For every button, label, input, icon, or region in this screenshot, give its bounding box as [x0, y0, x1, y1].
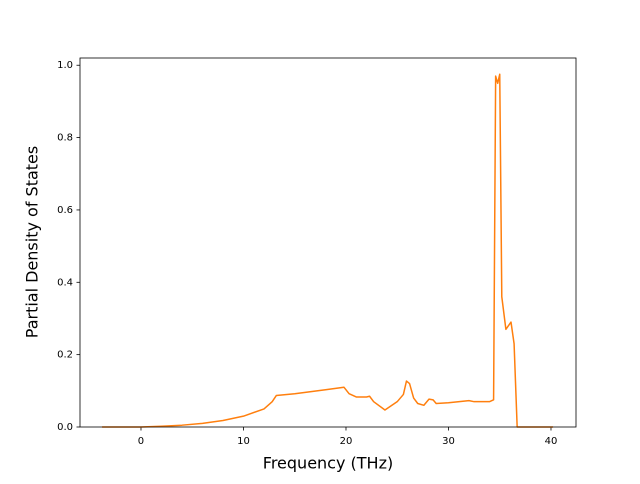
plot-frame [79, 57, 577, 428]
y-axis-label: Partial Density of States [23, 146, 42, 338]
y-tick-label: 1.0 [57, 60, 73, 71]
x-tick-label: 0 [138, 436, 144, 447]
x-axis-label: Frequency (THz) [263, 454, 393, 473]
y-tick-label: 0.2 [57, 350, 73, 361]
y-tick-label: 0.6 [57, 205, 73, 216]
line [102, 73, 554, 428]
y-tick-label: 0.0 [57, 422, 73, 433]
y-tick-label: 0.8 [57, 133, 73, 144]
x-tick-label: 10 [237, 436, 250, 447]
y-tick-label: 0.4 [57, 277, 73, 288]
x-tick-label: 40 [545, 436, 558, 447]
x-tick-label: 20 [340, 436, 353, 447]
x-tick-label: 30 [442, 436, 455, 447]
